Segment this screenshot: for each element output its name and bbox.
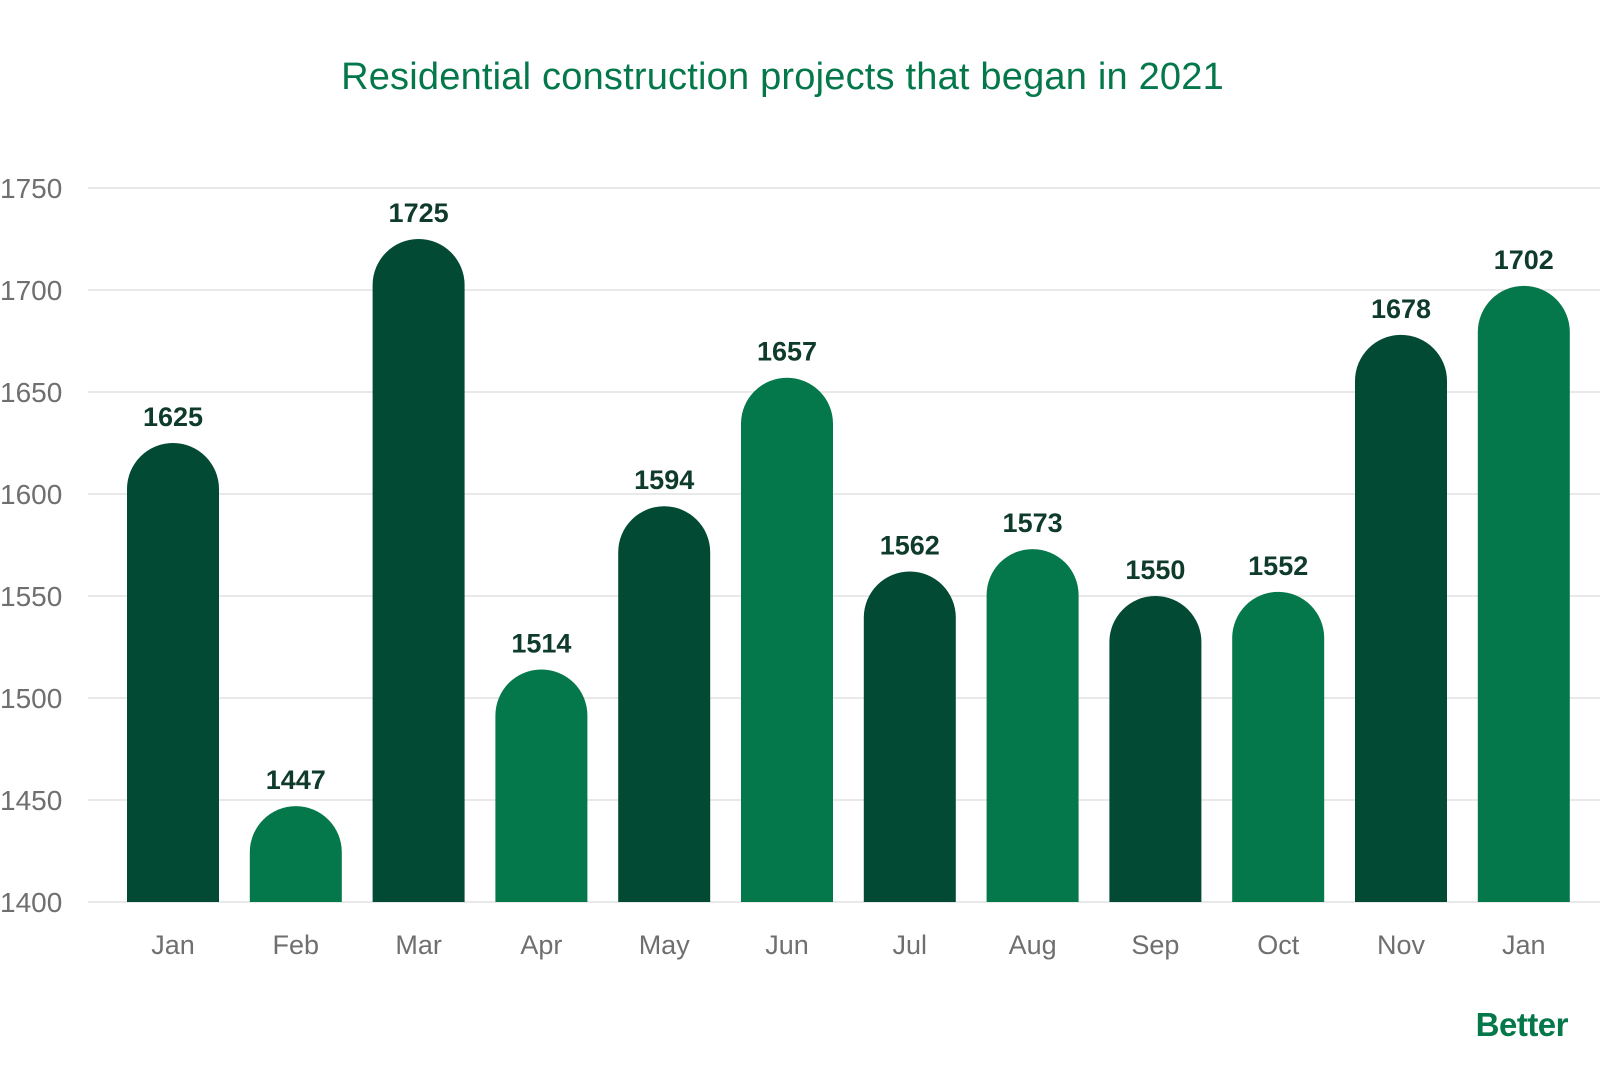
chart-title: Residential construction projects that b… xyxy=(341,56,1224,98)
bar-value-label: 1550 xyxy=(1125,555,1185,585)
bar-value-label: 1678 xyxy=(1371,294,1431,324)
y-tick-label: 1400 xyxy=(0,887,62,918)
bar-value-label: 1625 xyxy=(143,402,203,432)
bar xyxy=(1109,596,1202,902)
x-category-label: Jan xyxy=(151,930,195,960)
y-tick-label: 1500 xyxy=(0,683,62,714)
y-tick-label: 1700 xyxy=(0,275,62,306)
y-tick-label: 1750 xyxy=(0,173,62,204)
y-tick-label: 1550 xyxy=(0,581,62,612)
bar-value-label: 1562 xyxy=(880,531,940,561)
bar-value-label: 1573 xyxy=(1003,508,1063,538)
bar-value-label: 1702 xyxy=(1494,245,1554,275)
bar-value-label: 1594 xyxy=(634,465,694,495)
bar xyxy=(1477,285,1570,902)
bars xyxy=(127,239,1570,903)
x-category-label: May xyxy=(639,930,691,960)
x-category-label: Apr xyxy=(520,930,562,960)
bar xyxy=(741,377,833,903)
bar xyxy=(1232,591,1325,902)
x-category-label: Jul xyxy=(893,930,928,960)
x-category-label: Nov xyxy=(1377,930,1426,960)
y-tick-label: 1600 xyxy=(0,479,62,510)
bar xyxy=(495,669,588,902)
bar-value-label: 1725 xyxy=(389,198,449,228)
bar xyxy=(372,239,465,903)
better-logo: Better xyxy=(1475,1006,1569,1043)
bar-value-label: 1552 xyxy=(1248,551,1308,581)
y-axis-ticks: 1400 1450 1500 1550 1600 1650 1700 1750 xyxy=(0,173,62,918)
bar xyxy=(618,506,711,902)
x-category-label: Sep xyxy=(1131,930,1179,960)
bar xyxy=(986,549,1079,902)
x-category-label: Mar xyxy=(395,930,442,960)
bar xyxy=(863,571,956,902)
x-category-label: Feb xyxy=(273,930,320,960)
x-axis-categories: Jan Feb Mar Apr May Jun Jul Aug Sep Oct Nov Jan xyxy=(151,930,1545,960)
data-labels: 1625 1447 1725 1514 1594 1657 1562 1573 1550 1552… xyxy=(143,198,1554,795)
bar xyxy=(249,806,342,902)
x-category-label: Oct xyxy=(1257,930,1300,960)
x-category-label: Jun xyxy=(765,930,809,960)
x-category-label: Jan xyxy=(1502,930,1546,960)
y-tick-label: 1650 xyxy=(0,377,62,408)
bar xyxy=(127,443,219,902)
bar-value-label: 1514 xyxy=(511,628,571,658)
bar xyxy=(1355,334,1447,903)
bar-value-label: 1657 xyxy=(757,337,817,367)
bar-value-label: 1447 xyxy=(266,765,326,795)
x-category-label: Aug xyxy=(1009,930,1057,960)
y-tick-label: 1450 xyxy=(0,785,62,816)
